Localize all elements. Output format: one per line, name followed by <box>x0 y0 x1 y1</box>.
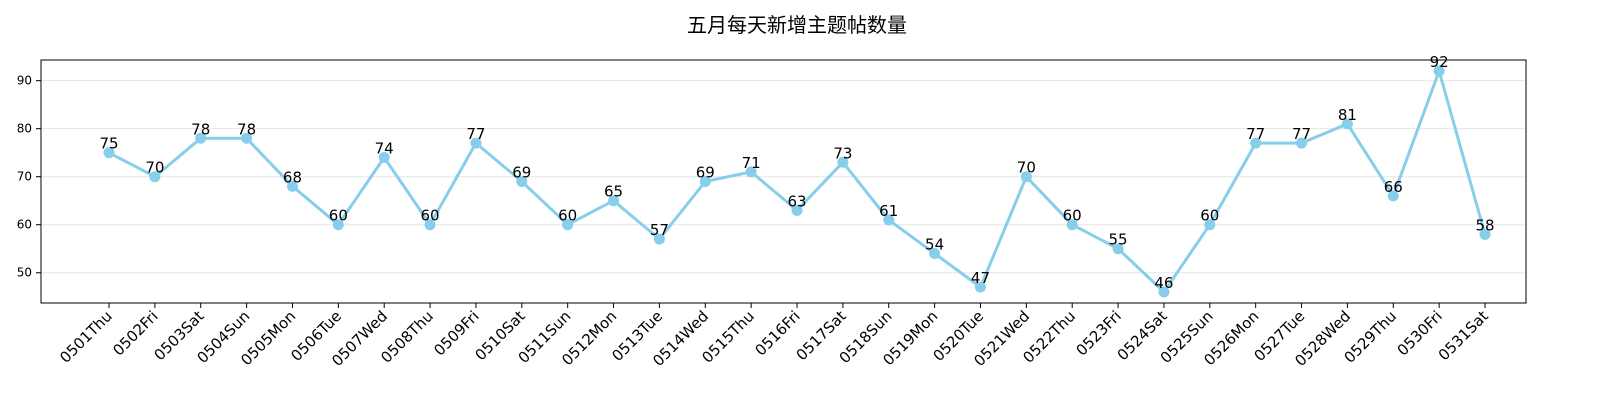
data-point <box>1387 190 1399 202</box>
data-point <box>974 281 986 293</box>
data-label: 69 <box>512 164 531 182</box>
data-label: 70 <box>1017 159 1036 177</box>
data-point <box>699 176 711 187</box>
data-point <box>1066 219 1078 231</box>
data-label: 71 <box>742 154 761 172</box>
data-point <box>195 132 207 144</box>
data-point <box>378 151 390 163</box>
data-label: 60 <box>1063 207 1082 225</box>
data-point <box>1204 219 1216 231</box>
data-point <box>1479 228 1491 240</box>
y-tick-label: 50 <box>17 266 32 280</box>
data-point <box>103 147 115 159</box>
y-tick-label: 80 <box>17 122 32 136</box>
data-label: 68 <box>283 168 302 186</box>
data-label: 78 <box>237 120 256 138</box>
data-label: 57 <box>650 221 669 239</box>
data-point <box>562 219 574 231</box>
chart-title: 五月每天新增主题帖数量 <box>687 13 907 37</box>
data-label: 73 <box>833 144 852 162</box>
data-label: 47 <box>971 269 990 287</box>
data-point <box>929 248 941 260</box>
data-labels: 75 70 78 78 68 60 74 60 77 69 60 65 57 69 71 63 73 61 54 47… <box>99 53 1494 292</box>
data-point <box>332 219 344 231</box>
data-label: 60 <box>329 207 348 225</box>
data-label: 60 <box>558 207 577 225</box>
data-point <box>1341 118 1353 130</box>
y-tick-label: 90 <box>17 74 32 88</box>
data-label: 70 <box>145 159 164 177</box>
data-point <box>608 195 620 207</box>
data-point <box>286 180 298 192</box>
data-label: 60 <box>421 207 440 225</box>
data-label: 61 <box>879 202 898 220</box>
data-label: 66 <box>1384 178 1403 196</box>
data-label: 78 <box>191 120 210 138</box>
data-label: 60 <box>1200 207 1219 225</box>
x-axis: 0501Thu0502Fri0503Sat0504Sun0505Mon0506T… <box>56 303 1492 370</box>
data-point <box>470 137 482 149</box>
data-point <box>1158 286 1170 298</box>
data-points <box>103 65 1491 298</box>
data-label: 58 <box>1475 216 1494 234</box>
data-point <box>516 176 528 187</box>
data-point <box>1433 65 1445 77</box>
x-tick-label: 0531Sat <box>1435 307 1492 364</box>
data-point <box>883 214 895 226</box>
y-tick-label: 70 <box>17 170 32 184</box>
data-label: 54 <box>925 236 944 254</box>
data-label: 69 <box>696 164 715 182</box>
x-tick-label: 0501Thu <box>56 307 116 367</box>
data-label: 92 <box>1430 53 1449 71</box>
data-point <box>1296 137 1308 149</box>
data-point <box>1020 171 1032 183</box>
data-point <box>149 171 161 183</box>
data-label: 63 <box>787 192 806 210</box>
data-label: 74 <box>375 139 394 157</box>
data-label: 65 <box>604 183 623 201</box>
grid-lines <box>41 80 1526 274</box>
data-label: 77 <box>466 125 485 143</box>
data-point <box>241 132 253 144</box>
data-point <box>1250 137 1262 149</box>
data-point <box>424 219 436 231</box>
data-label: 75 <box>99 135 118 153</box>
data-point <box>791 204 803 216</box>
data-label: 77 <box>1292 125 1311 143</box>
data-label: 77 <box>1246 125 1265 143</box>
data-point <box>1112 243 1124 255</box>
plot-frame <box>40 59 1527 304</box>
data-point <box>745 166 757 178</box>
series-line <box>108 69 1487 294</box>
data-point <box>653 233 665 245</box>
data-label: 55 <box>1109 231 1128 249</box>
y-tick-label: 60 <box>17 218 32 232</box>
data-label: 81 <box>1338 106 1357 124</box>
data-point <box>837 156 849 168</box>
data-label: 46 <box>1154 274 1173 292</box>
y-axis: 50 60 70 80 90 <box>17 74 41 280</box>
